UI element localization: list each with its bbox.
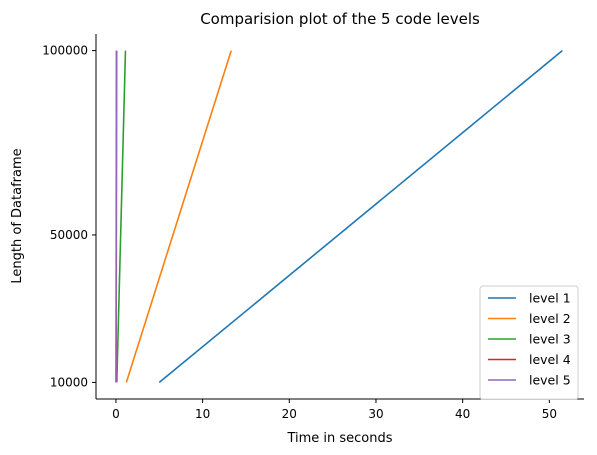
legend-entry: level 2 [529, 311, 571, 326]
x-axis-label: Time in seconds [286, 431, 392, 446]
series-group [115, 49, 563, 384]
legend-entry: level 1 [529, 291, 571, 306]
chart-title: Comparision plot of the 5 code levels [200, 10, 480, 28]
legend-entry: level 5 [529, 373, 571, 388]
series-line-level-3 [116, 50, 127, 383]
series-line-level-1 [158, 49, 563, 384]
series-line-level-2 [125, 50, 232, 383]
x-tick-label: 10 [195, 407, 210, 421]
y-tick-label: 50000 [50, 228, 88, 242]
x-tick-label: 20 [282, 407, 297, 421]
legend: level 1 level 2 level 3 level 4 level 5 [479, 285, 579, 400]
x-tick-label: 40 [455, 407, 470, 421]
legend-box [479, 285, 579, 400]
x-tick-label: 50 [542, 407, 557, 421]
y-tick-label: 10000 [50, 375, 88, 389]
y-axis-label: Length of Dataframe [10, 148, 25, 283]
legend-entry: level 4 [529, 352, 571, 367]
axes: 0 10 20 30 40 50 10000 50000 100000 [42, 34, 584, 421]
x-tick-label: 30 [368, 407, 383, 421]
y-tick-label: 100000 [42, 44, 88, 58]
x-tick-label: 0 [112, 407, 120, 421]
legend-entry: level 3 [529, 332, 571, 347]
